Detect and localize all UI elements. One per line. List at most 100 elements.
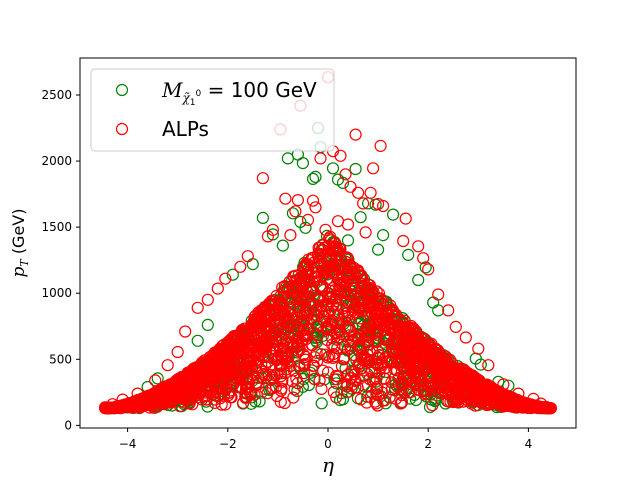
series-2-point [340,380,354,393]
series-2-point [321,298,334,311]
series-1-point [336,176,350,189]
series-2-point [377,199,390,213]
series-2-point [192,377,205,391]
series-2-point [234,260,247,273]
series-2-point [357,197,370,210]
series-1-point [377,229,390,242]
series-2-point [380,304,393,317]
series-2-point [223,359,236,372]
series-2-point [126,398,139,411]
series-2-point [362,321,375,335]
series-2-point [421,362,434,375]
series-2-point [334,149,347,162]
series-2-point [372,287,386,300]
series-2-point [364,287,377,300]
series-2-point [405,319,418,333]
series-1-point [355,315,368,328]
series-2-point [116,393,129,406]
series-1-point [276,239,289,252]
series-2-point [348,282,361,295]
series-2-point [171,386,184,399]
series-2-point [256,172,269,185]
series-2-point [450,366,463,380]
series-2-point [442,304,455,317]
series-1-point [419,261,432,274]
ticks-layer: −4 −2 0 2 4 0 500 1000 1500 2000 2500 [41,88,532,451]
series-1-point [296,157,309,170]
y-tick-label: 2500 [41,88,72,102]
series-2-point [313,374,326,387]
series-2-point [306,339,319,352]
series-2-point [256,365,269,378]
series-2-point [291,377,304,390]
legend-marker-series-1 [115,83,129,97]
series-2-point [212,344,225,357]
series-2-point [409,372,422,385]
series-2-point [386,323,399,336]
series-2-point [359,300,372,313]
y-axis-label-sub: T [18,258,31,267]
series-2-point [261,230,274,243]
series-1-point [256,211,269,224]
series-2-point [417,252,430,265]
series-2-point [341,218,355,231]
series-2-point [368,307,381,320]
y-axis-label: pT (GeV) [9,209,31,278]
series-2-point [373,367,386,380]
series-1-point [309,170,322,183]
series-layer [98,71,558,415]
series-2-point [171,374,184,387]
series-2-point [276,281,289,294]
series-2-point [387,310,400,323]
y-tick-label: 1500 [41,220,72,234]
series-2-point [300,316,313,329]
series-2-point [362,338,375,351]
series-2-point [311,329,324,342]
series-2-point [258,359,272,373]
series-2-point [265,373,278,386]
series-2-point [340,295,353,308]
y-axis-label-unit: (GeV) [9,209,28,260]
series-2-point [333,282,346,295]
series-2-point [421,341,434,355]
series-2-point [319,223,332,236]
series-2-point [203,385,216,398]
series-2-point [397,234,410,248]
series-2-point [316,243,329,256]
series-2-point [374,292,387,305]
series-2-point [302,273,315,286]
x-axis-label: η [322,453,334,477]
series-2-point [395,395,409,409]
series-2-point [193,386,206,400]
series-2-point [192,372,206,385]
series-2-point [534,397,548,410]
series-2-point [412,240,425,253]
y-tick-label: 0 [64,418,72,432]
series-2-point [262,311,275,324]
series-2-point [221,367,234,380]
series-2-point [282,283,295,296]
series-2-point [239,359,252,372]
series-2-point [274,384,288,397]
series-2-point [211,282,224,295]
series-2-point [269,318,282,331]
series-2-point [205,373,218,386]
legend-label-series-1-main: M [161,78,183,102]
series-1-point [191,334,204,347]
series-2-point [481,392,494,405]
legend-box [90,68,335,152]
series-2-point [367,162,380,175]
series-2-point [241,250,254,263]
series-1-point [201,318,214,331]
series-2-point [399,212,412,225]
series-2-point [343,258,356,271]
series-2-point [280,363,293,376]
legend-marker-series-2 [115,122,129,136]
series-2-point [259,333,272,346]
series-2-point [294,308,308,321]
series-2-point [422,263,435,276]
legend-label-series-1-sub-index: 1 [190,98,196,108]
series-2-point [248,388,261,401]
series-1-point [286,207,299,220]
series-2-point [189,379,202,392]
